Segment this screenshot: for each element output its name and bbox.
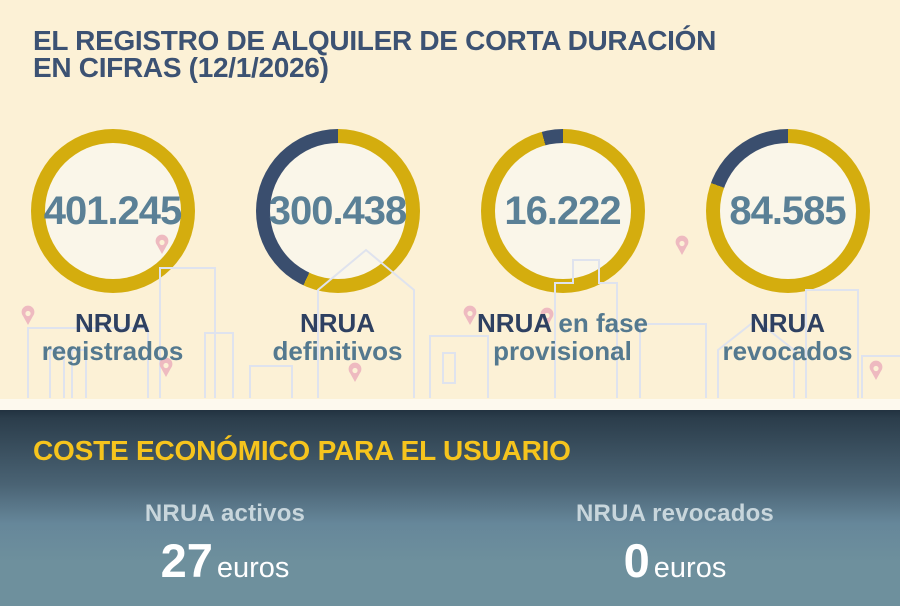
donut-ring-provisional: 16.222 — [480, 129, 645, 293]
label-line2: provisional — [493, 336, 632, 366]
cost-label-revocados: NRUA revocados — [576, 500, 774, 527]
label-bold: NRUA — [299, 308, 376, 338]
donut-label-provisional: NRUA en fase provisional — [477, 309, 648, 365]
cost-col-revocados: NRUA revocados 0 euros — [450, 500, 900, 588]
label-line2: definitivos — [272, 336, 403, 366]
donut-hole: 401.245 — [43, 143, 183, 279]
donut-value-definitivos: 300.438 — [268, 188, 408, 233]
donut-nrua-revocados: 84.585 NRUA revocados — [675, 129, 900, 365]
label-bold: NRUA — [74, 308, 151, 338]
cost-unit: euros — [653, 552, 727, 584]
page-title-line1: EL REGISTRO DE ALQUILER DE CORTA DURACIÓ… — [33, 25, 717, 56]
donut-nrua-provisional: 16.222 NRUA en fase provisional — [450, 129, 675, 365]
donut-label-definitivos: NRUA definitivos — [272, 309, 402, 365]
cost-col-activos: NRUA activos 27 euros — [0, 500, 450, 588]
donut-hole: 84.585 — [719, 143, 856, 279]
donut-value-registrados: 401.245 — [43, 188, 183, 233]
band-divider — [0, 399, 900, 410]
cost-value-line: 27 euros — [0, 533, 450, 588]
donut-ring-definitivos: 300.438 — [255, 129, 420, 293]
donut-hole: 300.438 — [268, 143, 408, 279]
cost-label-activos: NRUA activos — [144, 500, 306, 527]
donut-nrua-definitivos: 300.438 NRUA definitivos — [225, 129, 450, 365]
donut-value-revocados: 84.585 — [729, 188, 846, 233]
label-bold: NRUA — [477, 308, 552, 338]
donut-chart-row: 401.245 NRUA registrados 300.438 NRUA de… — [0, 129, 900, 365]
donut-label-registrados: NRUA registrados — [42, 309, 184, 365]
label-line2: registrados — [41, 336, 184, 366]
donut-ring-registrados: 401.245 — [30, 129, 195, 293]
cost-section: COSTE ECONÓMICO PARA EL USUARIO NRUA act… — [0, 410, 900, 606]
page-title: EL REGISTRO DE ALQUILER DE CORTA DURACIÓ… — [33, 25, 717, 83]
cost-unit: euros — [216, 552, 290, 584]
label-rest: en fase — [551, 308, 648, 338]
label-line2: revocados — [722, 336, 853, 366]
donut-hole: 16.222 — [494, 143, 631, 279]
cost-value-activos: 27 — [160, 534, 213, 587]
donut-ring-revocados: 84.585 — [705, 129, 870, 293]
donut-label-revocados: NRUA revocados — [722, 309, 852, 365]
cost-section-title: COSTE ECONÓMICO PARA EL USUARIO — [33, 435, 571, 466]
page-title-line2: EN CIFRAS (12/1/2026) — [33, 52, 329, 83]
cost-value-line: 0 euros — [450, 533, 900, 588]
label-bold: NRUA — [749, 308, 826, 338]
donut-value-provisional: 16.222 — [504, 188, 621, 233]
cost-columns: NRUA activos 27 euros NRUA revocados 0 eur… — [0, 500, 900, 588]
cost-value-revocados: 0 — [623, 534, 650, 587]
donut-nrua-registrados: 401.245 NRUA registrados — [0, 129, 225, 365]
